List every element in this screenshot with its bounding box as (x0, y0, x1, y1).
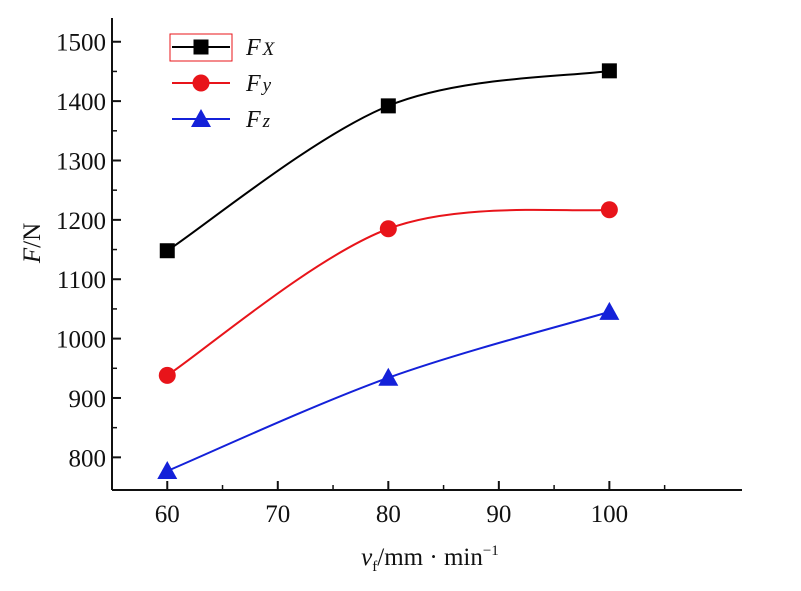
data-point-fz (157, 461, 178, 480)
series-fx (159, 63, 617, 259)
data-point-fy (379, 220, 397, 238)
x-tick-label: 80 (376, 501, 401, 528)
series-fz (157, 301, 620, 480)
data-point-fz (599, 301, 620, 320)
y-tick-label: 1400 (56, 89, 106, 116)
data-point-fy (600, 201, 618, 219)
data-point-fz (378, 367, 399, 386)
y-tick-label: 1500 (56, 30, 106, 57)
x-tick-label: 70 (265, 501, 290, 528)
y-axis-title: F/N (19, 223, 46, 264)
x-axis-title: vf/mm · min−1 (361, 543, 499, 575)
legend-marker (191, 109, 211, 127)
data-point-fx (601, 63, 617, 79)
data-point-fx (159, 243, 175, 259)
y-tick-label: 1100 (57, 267, 106, 294)
y-tick-label: 800 (69, 445, 107, 472)
y-tick-label: 1300 (56, 148, 106, 175)
x-tick-label: 100 (591, 501, 629, 528)
legend-marker (192, 74, 210, 92)
y-tick-label: 900 (69, 386, 107, 413)
data-point-fx (380, 98, 396, 114)
data-point-fy (158, 366, 176, 384)
legend: F X F y F z (169, 33, 276, 133)
y-tick-label: 1200 (56, 208, 106, 235)
y-tick-label: 1000 (56, 327, 106, 354)
legend-marker (193, 39, 209, 55)
series-layer (157, 63, 620, 480)
series-line-fz (166, 310, 610, 472)
series-fy (158, 201, 618, 384)
x-tick-label: 90 (486, 501, 511, 528)
legend-highlight-box (169, 33, 233, 62)
axes: 800 900 1000 1100 1200 1300 1400 1500 60 70 80 90 10… (56, 18, 742, 528)
x-tick-label: 60 (155, 501, 180, 528)
